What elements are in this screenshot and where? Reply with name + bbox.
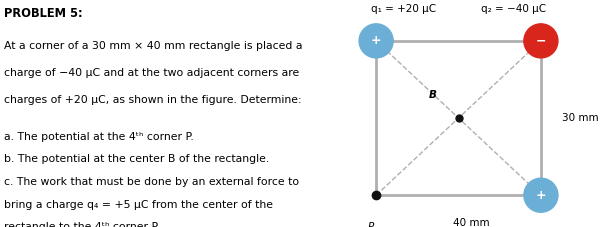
Text: c. The work that must be done by an external force to: c. The work that must be done by an exte… <box>4 177 299 187</box>
Text: charges of +20 μC, as shown in the figure. Determine:: charges of +20 μC, as shown in the figur… <box>4 95 302 105</box>
Text: PROBLEM 5:: PROBLEM 5: <box>4 7 82 20</box>
Text: charge of −40 μC and at the two adjacent corners are: charge of −40 μC and at the two adjacent… <box>4 68 299 78</box>
Text: 40 mm: 40 mm <box>453 218 490 227</box>
Text: b. The potential at the center B of the rectangle.: b. The potential at the center B of the … <box>4 154 269 164</box>
Ellipse shape <box>359 24 393 58</box>
Text: a. The potential at the 4ᵗʰ corner P.: a. The potential at the 4ᵗʰ corner P. <box>4 132 194 142</box>
Text: q₂ = −40 μC: q₂ = −40 μC <box>481 4 546 14</box>
Text: +: + <box>371 34 381 47</box>
Text: q₁ = +20 μC: q₁ = +20 μC <box>371 4 436 14</box>
Ellipse shape <box>524 24 558 58</box>
Text: −: − <box>536 34 546 47</box>
Text: B: B <box>429 90 436 100</box>
Text: +: + <box>536 189 546 202</box>
Ellipse shape <box>524 178 558 212</box>
Text: P: P <box>368 222 374 227</box>
Text: bring a charge q₄ = +5 μC from the center of the: bring a charge q₄ = +5 μC from the cente… <box>4 200 273 210</box>
Text: At a corner of a 30 mm × 40 mm rectangle is placed a: At a corner of a 30 mm × 40 mm rectangle… <box>4 41 302 51</box>
Text: 30 mm: 30 mm <box>562 113 598 123</box>
Text: rectangle to the 4ᵗʰ corner P.: rectangle to the 4ᵗʰ corner P. <box>4 222 159 227</box>
